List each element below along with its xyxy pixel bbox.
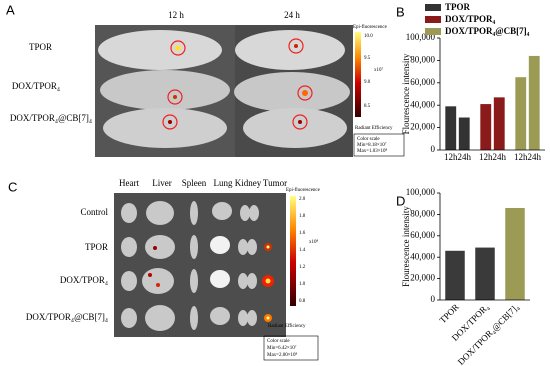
panel-label: B (396, 4, 405, 19)
legend-label: DOX/TPOR₄ (445, 14, 496, 24)
legend-label: DOX/TPOR₄@CB[7]₄ (445, 26, 530, 36)
x-tick-label: 12h (479, 152, 493, 162)
y-tick-label: 20,000 (410, 273, 435, 283)
y-tick-label: 80,000 (410, 54, 435, 64)
bar (445, 250, 465, 300)
y-axis-label: Flourescence intensity (401, 206, 411, 287)
legend-label: TPOR (445, 2, 471, 12)
row-label: DOX/TPOR₄ (12, 81, 60, 91)
colorbar-tick: 1.6 (299, 231, 306, 236)
organ-label: Spleen (182, 178, 207, 188)
legend-swatch (425, 4, 441, 11)
bar (458, 117, 470, 150)
colorbar (355, 32, 361, 117)
colorbar-title: Epi-fluorescence (286, 188, 321, 193)
colorbar-tick: 1.8 (299, 214, 306, 219)
y-tick-label: 0 (431, 294, 436, 304)
y-tick-label: 40,000 (410, 251, 435, 261)
y-tick-label: 100,000 (406, 187, 436, 197)
y-tick-label: 20,000 (410, 122, 435, 132)
bar (505, 207, 525, 300)
scale-min: Min=6.42×10⁷ (267, 345, 297, 351)
units: Radiant Efficiency (268, 324, 306, 329)
colorbar-unit: x10⁸ (309, 239, 319, 245)
bar (480, 104, 492, 150)
scale-box (353, 133, 405, 157)
row-label: TPOR (85, 242, 108, 252)
scale-title: Color scale (267, 339, 290, 344)
colorbar-tick: 1.0 (299, 282, 306, 287)
scale-max: Max=1.03×10⁸ (357, 148, 388, 154)
scale-min: Min=8.18×10⁷ (357, 142, 387, 148)
panel-label: A (6, 2, 15, 17)
bar (493, 97, 505, 150)
x-tick-label: TPOR (438, 302, 461, 325)
organ-label: Lung (214, 178, 233, 188)
colorbar-tick: 2.0 (299, 197, 306, 202)
colorbar-tick: 8.5 (364, 104, 371, 109)
legend-swatch (425, 16, 441, 23)
x-tick-label: 12h (514, 152, 528, 162)
row-label: DOX/TPOR₄ (60, 275, 108, 285)
legend-swatch (425, 28, 441, 35)
scale-box (263, 335, 319, 361)
time-label: 12 h (168, 10, 184, 20)
mouse-photo (95, 25, 353, 157)
organ-label: Kidney (235, 178, 262, 188)
y-tick-label: 60,000 (410, 77, 435, 87)
colorbar-tick: 1.4 (299, 248, 306, 253)
organ-label: Liver (152, 178, 172, 188)
bar (475, 247, 495, 300)
colorbar-tick: 9.5 (364, 56, 371, 61)
organ-photo (114, 193, 286, 337)
panel-label: C (8, 179, 17, 194)
x-tick-label: 24h (493, 152, 507, 162)
colorbar-tick: 0.8 (299, 299, 306, 304)
bar (528, 55, 540, 150)
row-label: DOX/TPOR₄@CB[7]₄ (26, 312, 108, 322)
y-tick-label: 80,000 (410, 208, 435, 218)
y-tick-label: 60,000 (410, 230, 435, 240)
time-label: 24 h (284, 10, 300, 20)
scale-title: Color scale (357, 137, 380, 142)
x-tick-label: 24h (528, 152, 542, 162)
x-tick-label: 12h (444, 152, 458, 162)
bar (515, 77, 527, 150)
row-label: Control (80, 207, 108, 217)
row-label: TPOR (29, 42, 52, 52)
panel-label: D (396, 193, 405, 208)
colorbar-title: Epi-fluorescence (353, 25, 388, 30)
organ-label: Heart (119, 178, 139, 188)
bar (445, 106, 457, 150)
colorbar (290, 196, 296, 306)
scale-max: Max=2.00×10⁸ (267, 352, 298, 358)
y-axis-label: Flourescence intensity (401, 53, 411, 134)
y-tick-label: 0 (431, 144, 436, 154)
x-tick-label: 24h (458, 152, 472, 162)
units: Radiant Efficiency (355, 126, 393, 131)
colorbar-unit: x10⁷ (374, 67, 384, 73)
row-label: DOX/TPOR₄@CB[7]₄ (10, 113, 92, 123)
colorbar-tick: 9.0 (364, 80, 371, 85)
organ-label: Tumor (263, 178, 287, 188)
colorbar-tick: 1.2 (299, 265, 306, 270)
colorbar-tick: 10.0 (364, 34, 373, 39)
y-tick-label: 100,000 (406, 32, 436, 42)
y-tick-label: 40,000 (410, 99, 435, 109)
